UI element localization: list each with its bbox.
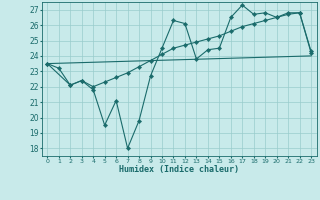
X-axis label: Humidex (Indice chaleur): Humidex (Indice chaleur) bbox=[119, 165, 239, 174]
